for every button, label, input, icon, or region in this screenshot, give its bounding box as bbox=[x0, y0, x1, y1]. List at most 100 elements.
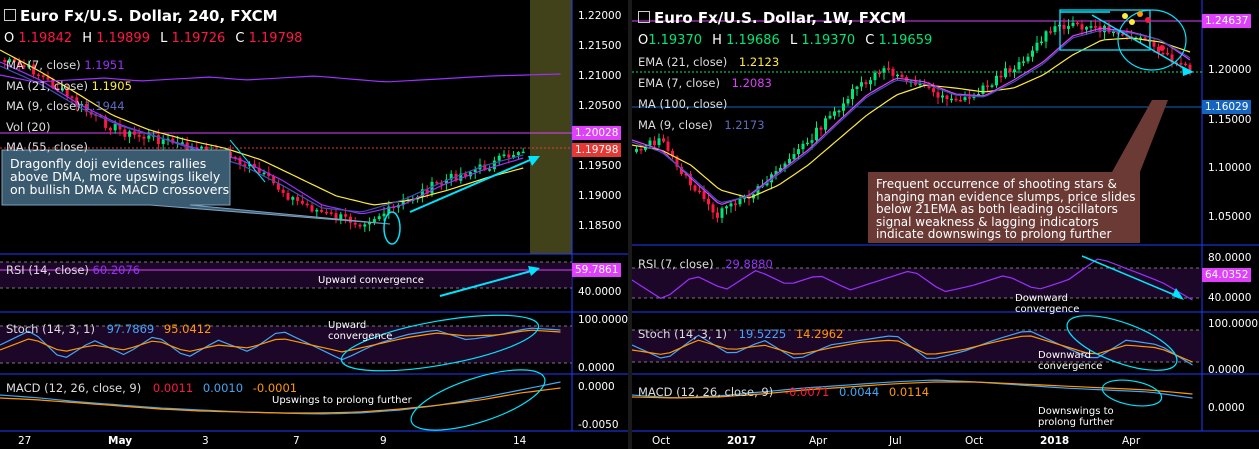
candle-body bbox=[788, 158, 791, 164]
time-axis[interactable]: 27 May 3 7 9 14 bbox=[0, 435, 572, 449]
candle-body bbox=[3, 59, 7, 63]
candle-body bbox=[420, 189, 424, 197]
macd-axis-tick: 0.0000 bbox=[578, 381, 615, 393]
candle-body bbox=[1116, 31, 1120, 34]
candle-body bbox=[51, 79, 55, 89]
candle-body bbox=[358, 224, 362, 227]
candle-body bbox=[648, 140, 652, 146]
candle-body bbox=[334, 213, 338, 220]
stoch-legend[interactable]: Stoch (14, 3, 1) 19.5225 14.2962 bbox=[638, 327, 844, 341]
top-ellipse bbox=[1117, 9, 1187, 71]
rsi-legend[interactable]: RSI (14, close) 60.2076 bbox=[6, 263, 141, 277]
arrow-head bbox=[528, 156, 540, 166]
candle-body bbox=[878, 72, 881, 75]
arrow-head bbox=[1182, 66, 1194, 76]
legend-item[interactable]: EMA (7, close) 1.2083 bbox=[638, 76, 772, 90]
legend-item[interactable]: MA (9, close) 1.2173 bbox=[638, 118, 765, 132]
rsi-value-tag: 59.7861 bbox=[572, 263, 622, 277]
stoch-d-line bbox=[632, 335, 1193, 363]
candle-body bbox=[488, 169, 492, 171]
candle-body bbox=[693, 185, 697, 191]
candle-body bbox=[680, 166, 683, 174]
candle-body bbox=[104, 116, 108, 128]
candle-body bbox=[32, 64, 36, 75]
macd-legend[interactable]: MACD (12, 26, close, 9) 0.0011 0.0010 -0… bbox=[6, 381, 298, 395]
candle-body bbox=[80, 103, 84, 106]
candle-body bbox=[891, 68, 895, 76]
candle-body bbox=[243, 164, 247, 167]
chart-title: Euro Fx/U.S. Dollar, 1W, FXCM bbox=[638, 9, 906, 27]
candle-body bbox=[828, 115, 832, 119]
candle-body bbox=[516, 152, 520, 155]
legend-item[interactable]: EMA (21, close) 1.2123 bbox=[638, 55, 780, 69]
ma-line bbox=[632, 29, 1191, 204]
candle-body bbox=[70, 96, 74, 98]
rsi-legend[interactable]: RSI (7, close) 29.8880 bbox=[638, 257, 773, 271]
legend-item[interactable]: MA (7, close) 1.1951 bbox=[6, 58, 125, 72]
candle-body bbox=[142, 136, 146, 139]
time-tick: Oct bbox=[652, 435, 671, 447]
candle-body bbox=[267, 172, 271, 176]
candle-body bbox=[507, 154, 511, 158]
price-axis[interactable]: 1.20000 1.15000 1.10000 1.05000 bbox=[1208, 0, 1258, 245]
legend-item[interactable]: MA (100, close) bbox=[638, 97, 728, 111]
top-highlight-box bbox=[1059, 9, 1151, 51]
candle-body bbox=[272, 175, 276, 184]
rsi-trend-arrow bbox=[1081, 255, 1178, 297]
candle-body bbox=[56, 88, 60, 91]
candle-body bbox=[1112, 31, 1115, 34]
price-axis[interactable]: 1.22000 1.21500 1.21000 1.20500 1.19500 … bbox=[578, 0, 628, 254]
chart-canvas-left[interactable] bbox=[0, 0, 628, 449]
candle-body bbox=[896, 74, 899, 77]
chart-panel-eurusd-1w[interactable]: Euro Fx/U.S. Dollar, 1W, FXCM O1.19370 H… bbox=[632, 0, 1259, 449]
legend-item[interactable]: MA (55, close) bbox=[6, 140, 88, 154]
stoch-legend[interactable]: Stoch (14, 3, 1) 97.7869 95.0412 bbox=[6, 322, 212, 336]
macd-axis-tick: -0.0050 bbox=[578, 419, 619, 431]
candle-body bbox=[734, 203, 737, 205]
candle-body bbox=[348, 216, 352, 223]
legend-item[interactable]: MA (21, close) 1.1905 bbox=[6, 78, 132, 93]
candle-body bbox=[65, 88, 69, 97]
candle-body bbox=[1067, 26, 1070, 29]
price-tick: 1.20000 bbox=[1208, 64, 1252, 76]
candle-body bbox=[1085, 27, 1088, 30]
candle-body bbox=[310, 205, 314, 212]
macd-legend[interactable]: MACD (12, 26, close, 9) -0.0071 0.0044 0… bbox=[638, 385, 930, 399]
collapse-icon[interactable] bbox=[4, 9, 16, 21]
candle-body bbox=[1166, 52, 1169, 55]
stoch-k-line bbox=[0, 327, 561, 361]
rsi-band bbox=[632, 268, 1202, 298]
candle-body bbox=[1121, 33, 1124, 36]
candle-body bbox=[459, 173, 463, 181]
candle-body bbox=[1098, 26, 1102, 33]
price-tag-resistance: 1.20028 bbox=[572, 126, 622, 140]
indicator-legend: EMA (21, close) 1.2123 EMA (7, close) 1.… bbox=[638, 52, 779, 136]
candle-body bbox=[305, 203, 309, 206]
legend-item[interactable]: Vol (20) bbox=[6, 119, 51, 134]
candle-body bbox=[1139, 37, 1142, 40]
candle-body bbox=[1076, 22, 1079, 25]
candle-body bbox=[464, 173, 468, 177]
candle-body bbox=[729, 203, 733, 207]
candle-body bbox=[1161, 52, 1165, 55]
candle-body bbox=[449, 173, 453, 180]
legend-item[interactable]: MA (9, close) 1.1944 bbox=[6, 99, 125, 113]
collapse-icon[interactable] bbox=[638, 11, 650, 23]
candle-body bbox=[123, 129, 127, 137]
chart-panel-eurusd-4h[interactable]: Euro Fx/U.S. Dollar, 240, FXCM O 1.19842… bbox=[0, 0, 628, 449]
stoch-note: Upward convergence bbox=[328, 320, 393, 342]
candle-body bbox=[671, 150, 674, 157]
time-axis[interactable]: Oct 2017 Apr Jul Oct 2018 Apr bbox=[632, 435, 1202, 449]
candle-body bbox=[824, 118, 827, 130]
candle-body bbox=[986, 85, 989, 88]
candle-body bbox=[387, 206, 391, 214]
candle-body bbox=[864, 82, 868, 85]
time-tick: 7 bbox=[293, 435, 300, 447]
ema-line bbox=[632, 37, 1191, 199]
time-tick: 14 bbox=[513, 435, 527, 447]
chart-canvas-right[interactable] bbox=[632, 0, 1259, 449]
candle-body bbox=[873, 72, 877, 81]
downtrend-arrow bbox=[1091, 14, 1188, 71]
candle-body bbox=[932, 88, 935, 93]
candle-body bbox=[430, 181, 434, 194]
